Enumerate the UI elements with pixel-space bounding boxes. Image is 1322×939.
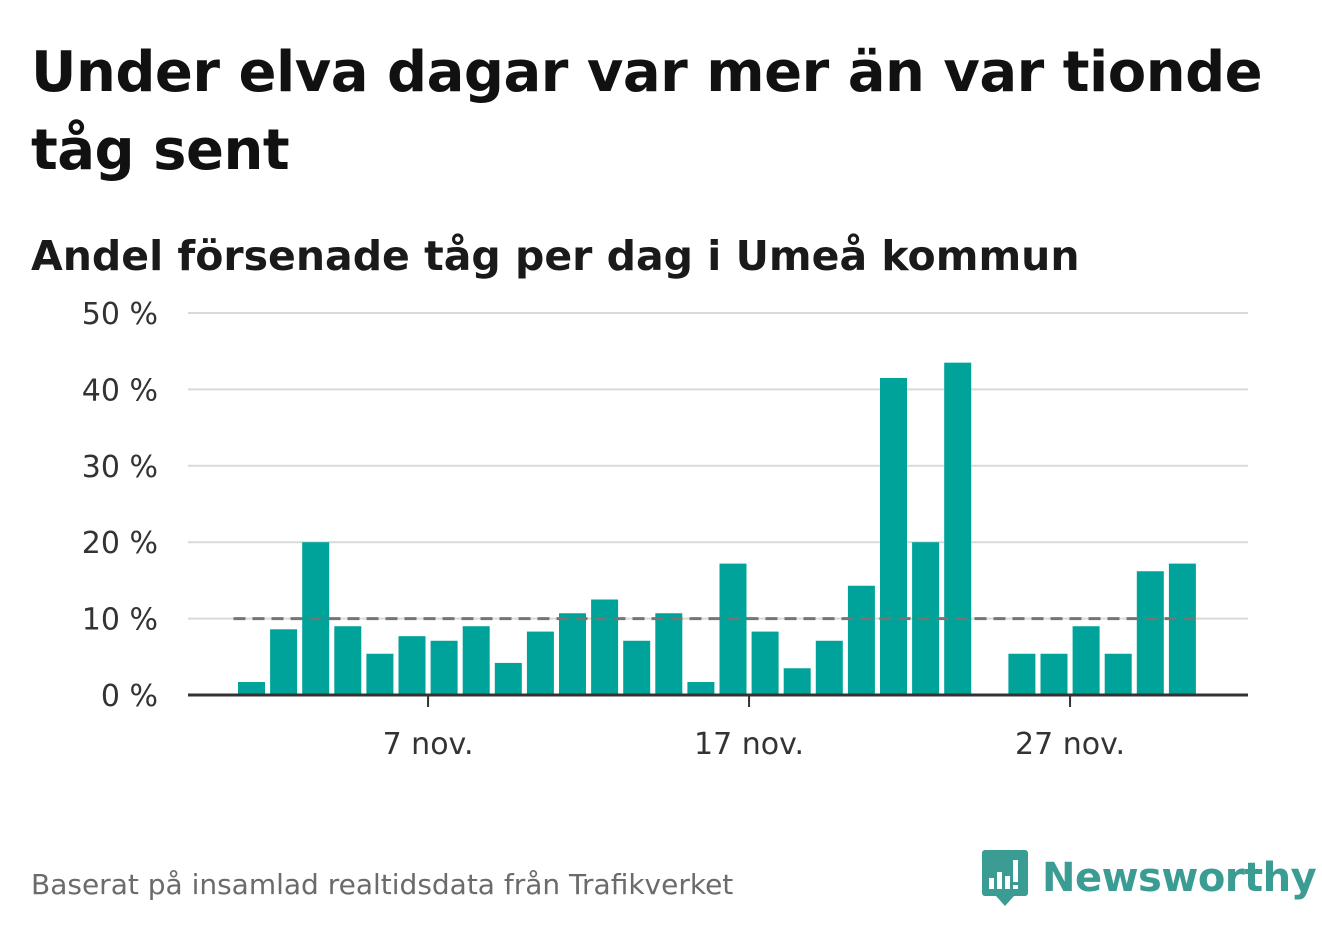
brand-logo: Newsworthy <box>980 848 1317 908</box>
chart-title: Under elva dagar var mer än var tionde t… <box>31 40 1263 183</box>
bar <box>1136 571 1164 695</box>
bars <box>238 362 1196 695</box>
y-tick-label: 0 % <box>101 679 158 714</box>
bar <box>591 599 619 695</box>
bar <box>526 631 554 695</box>
x-tick-label: 17 nov. <box>694 727 804 762</box>
y-tick-label: 40 % <box>82 373 158 408</box>
bar <box>270 629 298 695</box>
bar <box>783 668 811 695</box>
bar <box>494 662 522 695</box>
bar <box>430 640 458 695</box>
bar <box>1072 626 1100 695</box>
chart-subtitle: Andel försenade tåg per dag i Umeå kommu… <box>31 232 1080 280</box>
bar <box>719 563 747 695</box>
bar <box>1040 653 1068 695</box>
bar <box>751 631 779 695</box>
bar <box>815 640 843 695</box>
bar <box>655 613 683 695</box>
bar <box>687 682 715 695</box>
bar <box>1168 563 1196 695</box>
bar <box>334 626 362 695</box>
bar <box>1008 653 1036 695</box>
bar <box>847 585 875 695</box>
grid-lines <box>188 312 1248 620</box>
y-tick-label: 20 % <box>82 526 158 561</box>
bar <box>1104 653 1132 695</box>
bar-chart: 0 % 10 % 20 % 30 % 40 % 50 % 7 nov. 17 nov. 27 … <box>82 297 1248 762</box>
bar <box>462 626 490 695</box>
bar <box>944 362 972 695</box>
bar <box>623 640 651 695</box>
x-tick-label: 27 nov. <box>1015 727 1125 762</box>
bar <box>366 653 394 695</box>
y-axis-labels: 0 % 10 % 20 % 30 % 40 % 50 % <box>82 297 158 714</box>
x-axis: 7 nov. 17 nov. 27 nov. <box>188 693 1248 762</box>
bar <box>238 682 265 695</box>
newsworthy-logo-icon <box>982 850 1028 906</box>
x-tick-label: 7 nov. <box>383 727 474 762</box>
y-tick-label: 10 % <box>82 603 158 638</box>
y-tick-label: 30 % <box>82 450 158 485</box>
bar <box>559 613 586 695</box>
brand-name: Newsworthy <box>1042 855 1317 901</box>
bar <box>880 377 907 695</box>
source-note: Baserat på insamlad realtidsdata från Tr… <box>31 868 734 901</box>
y-tick-label: 50 % <box>82 297 158 332</box>
bar <box>398 636 426 695</box>
